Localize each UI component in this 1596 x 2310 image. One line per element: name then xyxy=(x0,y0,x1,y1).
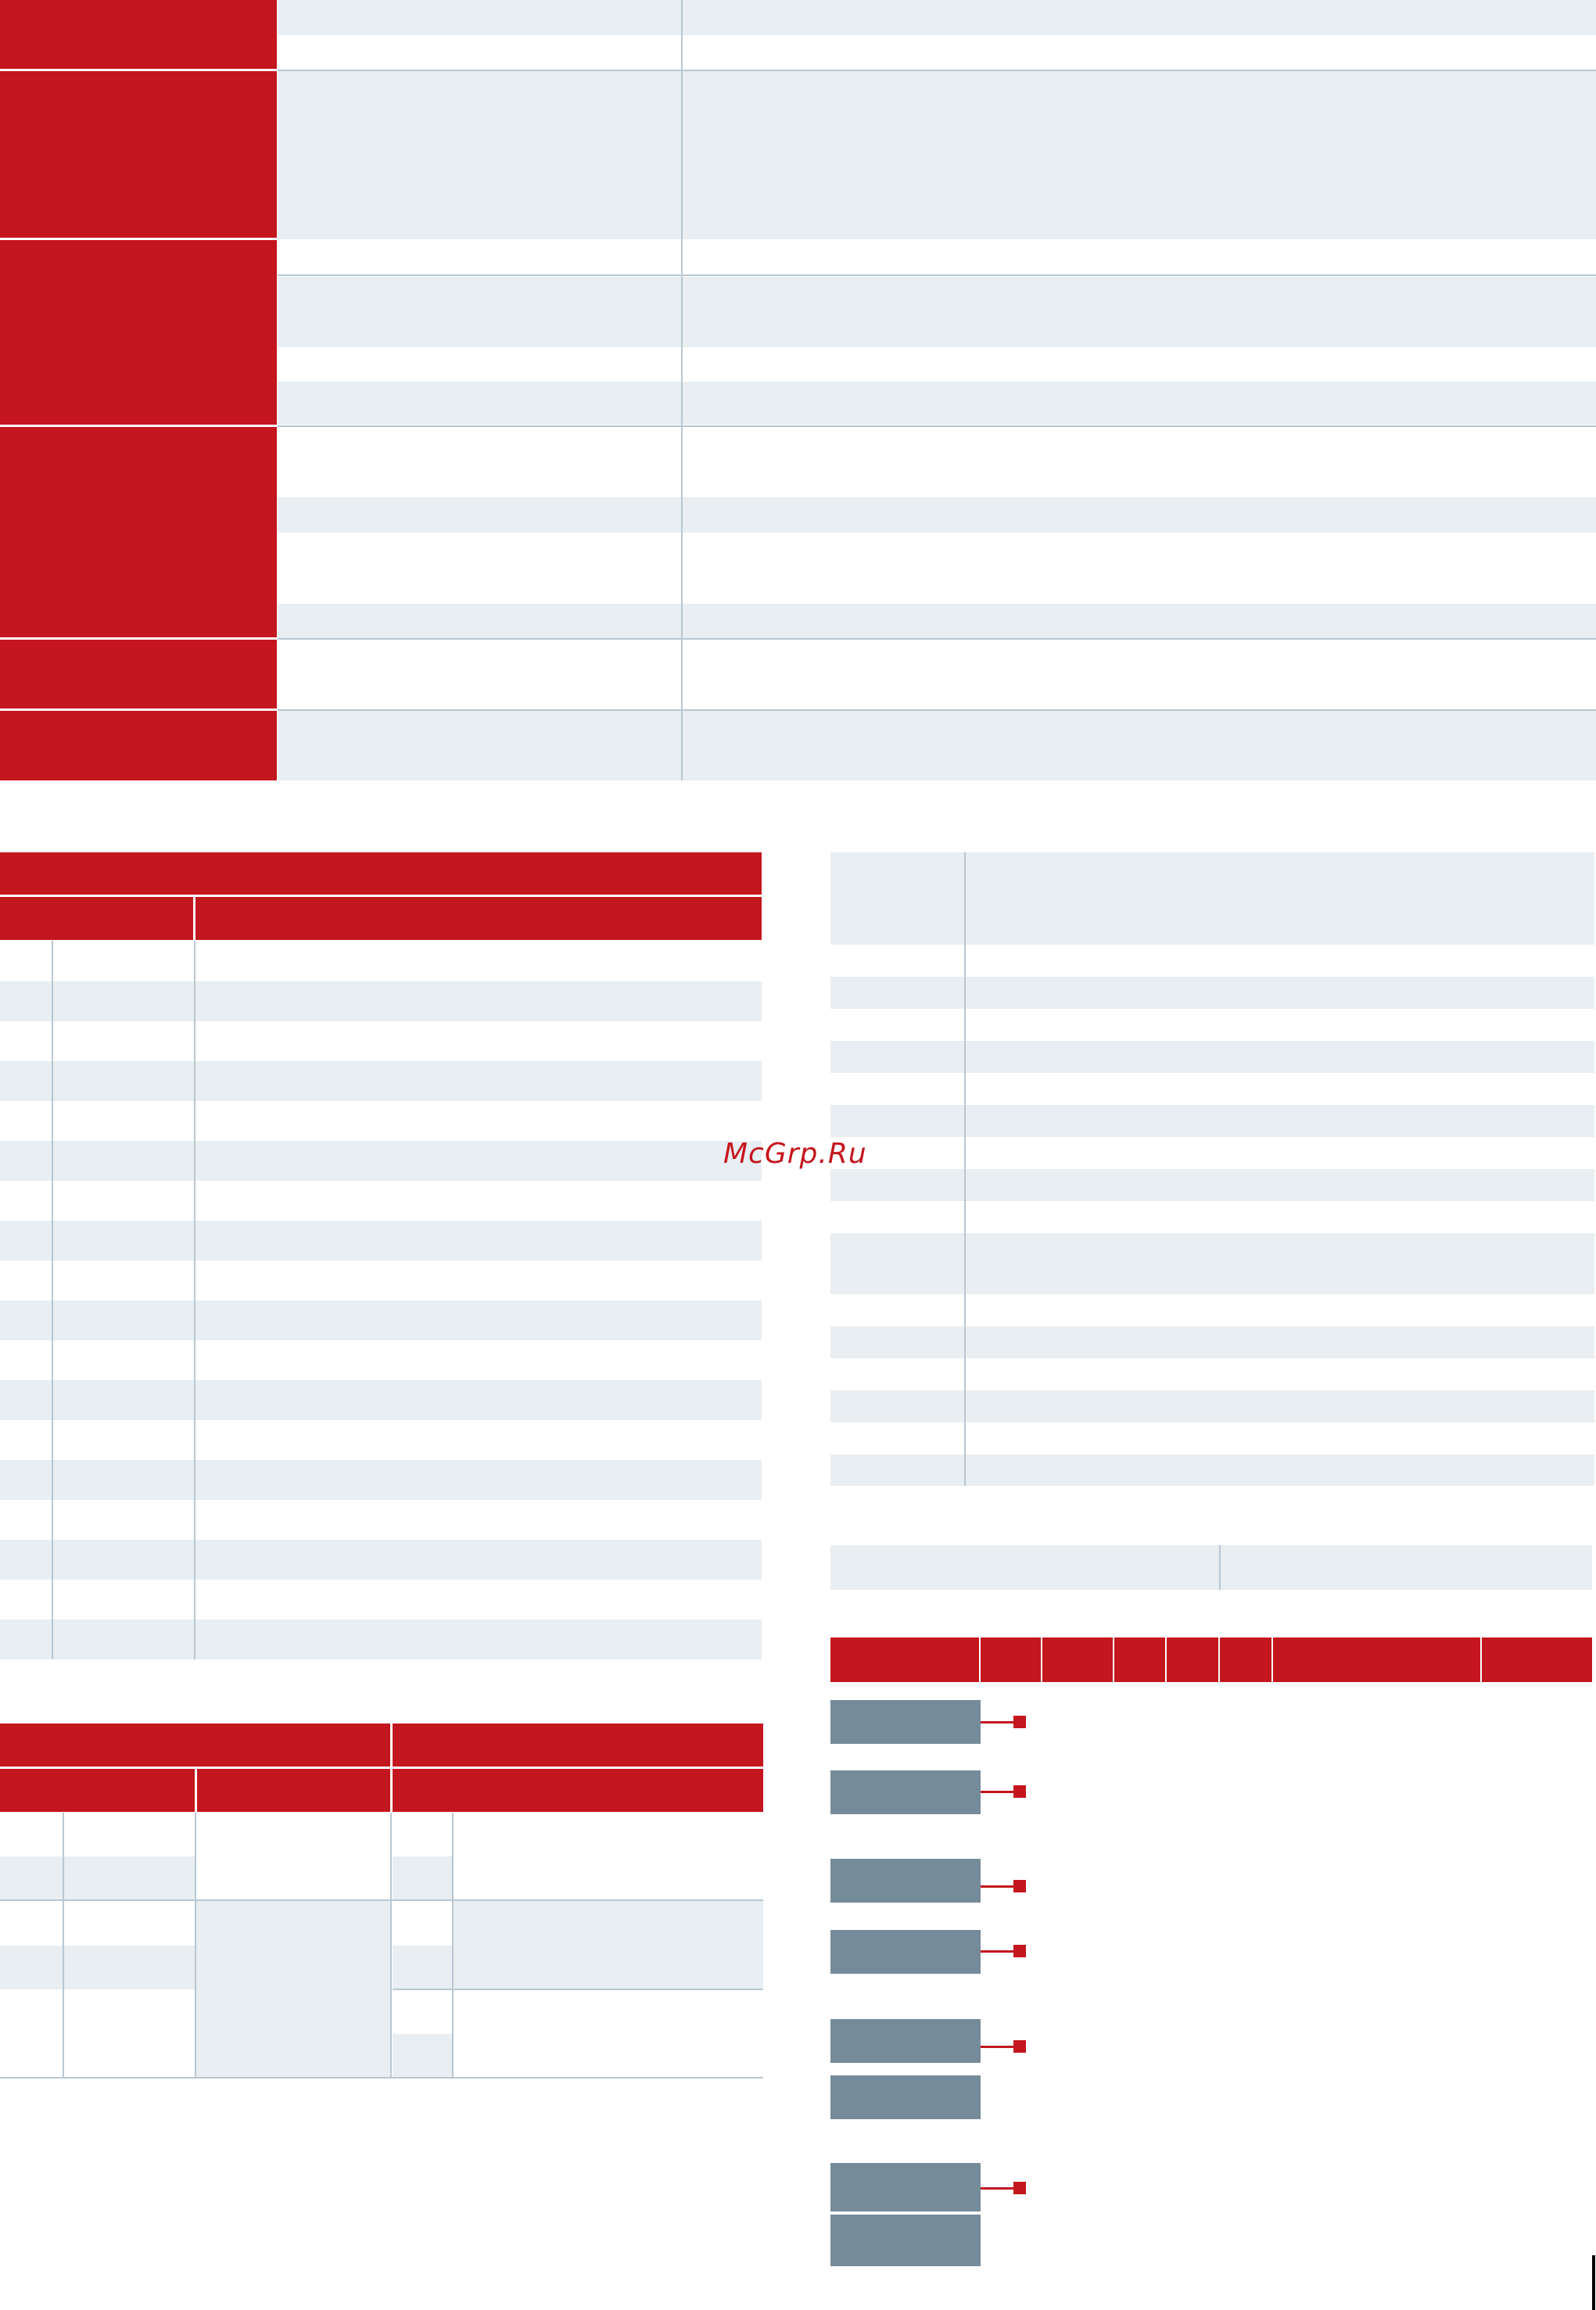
top-table-rule xyxy=(278,425,1596,427)
top-table-row-shade xyxy=(278,711,1596,780)
left-table-row-shade xyxy=(0,1540,762,1580)
left-table-header-cell-1 xyxy=(0,897,193,940)
right-summary-row xyxy=(830,1545,1592,1590)
right-table-row-shade xyxy=(830,1326,1594,1358)
right-table-row-shade xyxy=(830,977,1594,1009)
callout-marker xyxy=(1013,1880,1026,1892)
callout-marker xyxy=(1013,1716,1026,1728)
top-table-row-shade xyxy=(278,0,1596,35)
bottom-table-cell-shade xyxy=(0,1856,195,1900)
bottom-table-header-left xyxy=(0,1724,390,1767)
right-table-row-shade xyxy=(830,1455,1594,1486)
bottom-table-subheader-2 xyxy=(197,1769,390,1812)
top-table-label-block-2 xyxy=(0,71,277,238)
top-table-row-shade xyxy=(278,497,1596,533)
callout-block xyxy=(830,1930,981,1974)
right-table-row-shade xyxy=(830,1233,1594,1294)
right-header-divider xyxy=(979,1637,981,1682)
callout-block xyxy=(830,2163,981,2211)
bottom-table-rule xyxy=(0,2077,763,2079)
left-table-row-shade xyxy=(0,1460,762,1500)
left-table-row-shade xyxy=(0,1620,762,1659)
left-table-title-bar xyxy=(0,852,762,895)
callout-block xyxy=(830,1770,981,1814)
bottom-table-cell-shade xyxy=(195,1901,391,2077)
callout-connector xyxy=(981,1950,1015,1953)
right-table-row-shade xyxy=(830,1390,1594,1422)
bottom-table-rule xyxy=(0,1899,763,1901)
right-table-row-shade xyxy=(830,1169,1594,1201)
right-table-row-shade xyxy=(830,1105,1594,1137)
left-table-header-cell-2 xyxy=(195,897,762,940)
right-header-divider xyxy=(1218,1637,1220,1682)
top-table-label-block-6 xyxy=(0,711,277,780)
watermark-text: McGrp.Ru xyxy=(723,1138,867,1170)
callout-connector xyxy=(981,2187,1015,2190)
right-table-column-divider xyxy=(964,852,966,1486)
right-header-divider xyxy=(1041,1637,1042,1682)
top-table-rule xyxy=(278,274,1596,276)
right-table-row-shade xyxy=(830,852,1594,945)
bottom-table-rule xyxy=(393,1989,763,1990)
bottom-table-cell-shade xyxy=(393,2034,454,2077)
callout-block xyxy=(830,1859,981,1903)
callout-marker xyxy=(1013,1785,1026,1798)
left-table-column-divider xyxy=(52,941,53,1659)
callout-block xyxy=(830,2215,981,2266)
callout-connector xyxy=(981,1885,1015,1888)
top-table-label-block-5 xyxy=(0,640,277,708)
left-table-row-shade xyxy=(0,1061,762,1101)
top-table-row-shade xyxy=(278,277,1596,347)
bottom-table-subheader-3 xyxy=(393,1769,763,1812)
right-header-divider xyxy=(1113,1637,1114,1682)
bottom-table-cell-shade xyxy=(454,1901,763,1989)
callout-marker xyxy=(1013,2182,1026,2194)
callout-connector xyxy=(981,1721,1015,1724)
bottom-table-cell-shade xyxy=(0,1946,195,1989)
callout-marker xyxy=(1013,2040,1026,2053)
right-header-divider xyxy=(1480,1637,1482,1682)
left-table-row-shade xyxy=(0,1221,762,1261)
left-table-row-shade xyxy=(0,981,762,1021)
left-table-column-divider xyxy=(194,941,195,1659)
bottom-table-column-divider xyxy=(63,1813,64,2077)
bottom-table-column-divider xyxy=(390,1813,392,2077)
callout-block xyxy=(830,1700,981,1744)
callout-connector xyxy=(981,2046,1015,2048)
bottom-table-subheader-1 xyxy=(0,1769,195,1812)
right-header-divider xyxy=(1271,1637,1273,1682)
bottom-table-cell-shade xyxy=(393,1856,454,1900)
callout-block xyxy=(830,2019,981,2063)
top-table-label-block-3 xyxy=(0,240,277,425)
top-table-rule xyxy=(278,709,1596,711)
left-table-row-shade xyxy=(0,1300,762,1340)
callout-block xyxy=(830,2075,981,2119)
top-table-column-divider xyxy=(681,0,683,780)
right-header-bar xyxy=(830,1637,1592,1682)
bottom-table-column-divider xyxy=(195,1813,196,2077)
bottom-table-cell-shade xyxy=(393,1946,454,1989)
callout-connector xyxy=(981,1791,1015,1793)
right-header-divider xyxy=(1165,1637,1167,1682)
top-table-row-shade xyxy=(278,71,1596,239)
top-table-rule xyxy=(278,638,1596,640)
top-table-row-shade xyxy=(278,382,1596,425)
callout-marker xyxy=(1013,1945,1026,1957)
top-table-label-block-1 xyxy=(0,0,277,69)
top-table-row-shade xyxy=(278,604,1596,638)
left-table-row-shade xyxy=(0,1141,762,1181)
bottom-table-column-divider xyxy=(452,1813,454,2077)
right-summary-divider xyxy=(1219,1545,1221,1590)
page-edge-mark xyxy=(1592,2255,1595,2310)
top-table-rule xyxy=(278,70,1596,71)
top-table-label-block-4 xyxy=(0,427,277,637)
left-table-row-shade xyxy=(0,1380,762,1420)
right-table-row-shade xyxy=(830,1041,1594,1073)
bottom-table-header-right xyxy=(393,1724,763,1767)
